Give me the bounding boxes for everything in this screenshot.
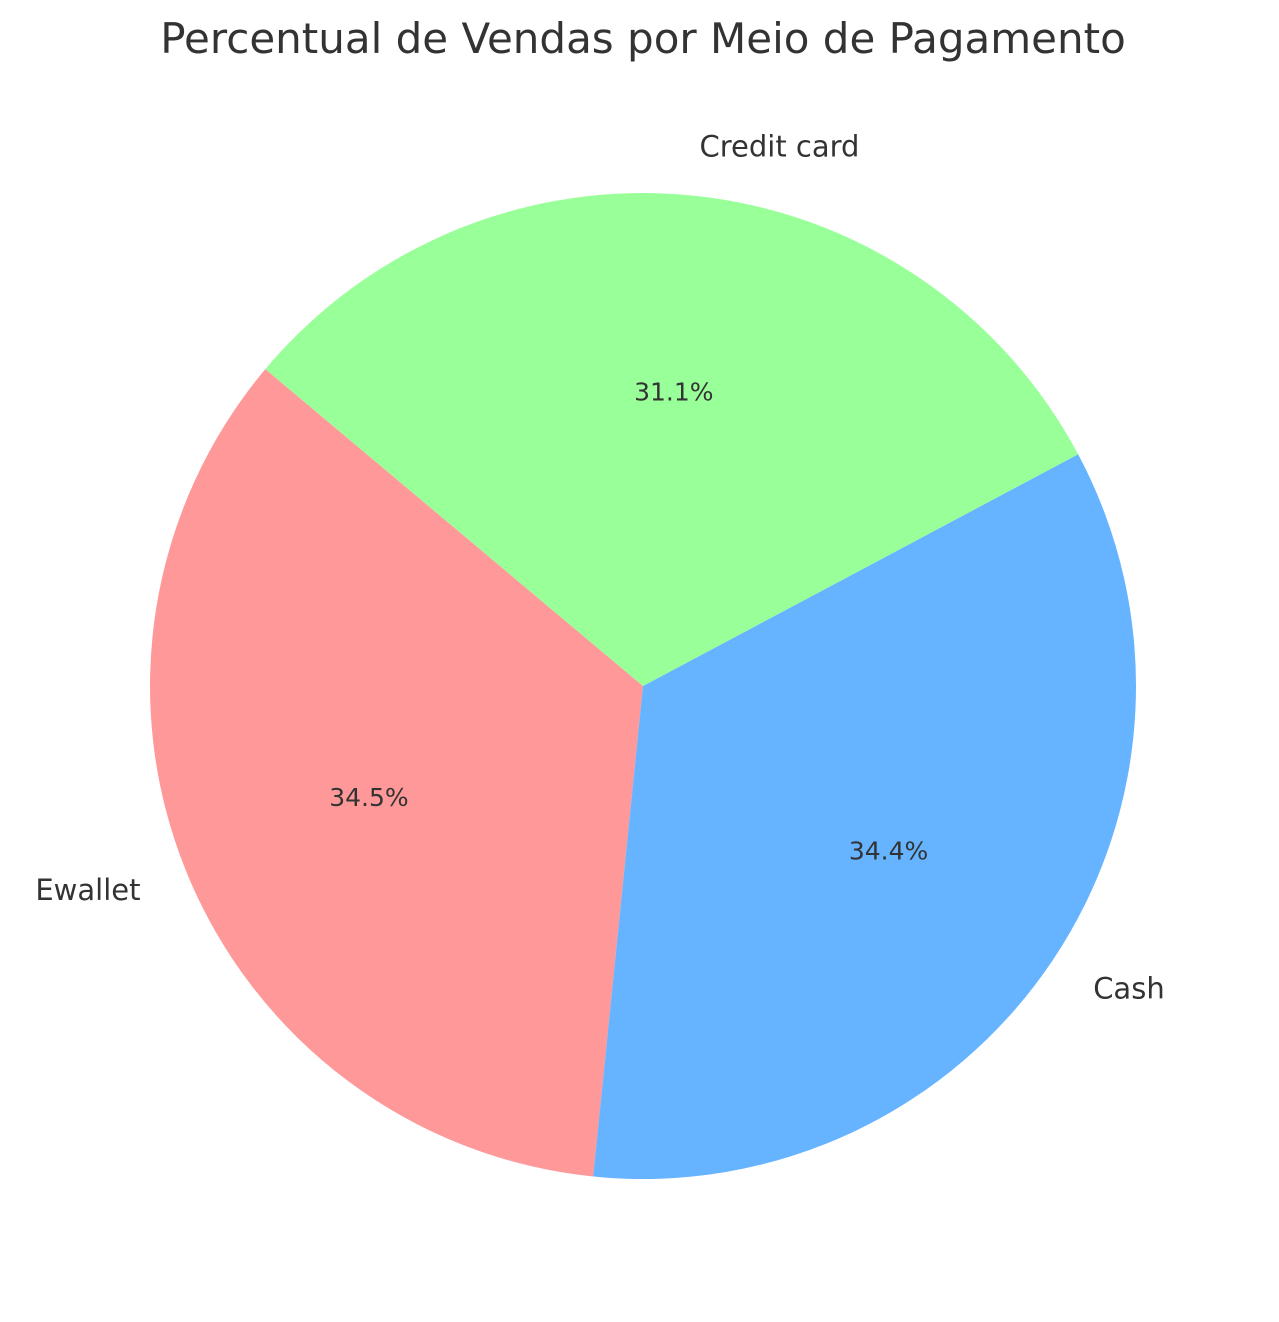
slice-label-credit-card: Credit card — [700, 130, 860, 164]
pct-label-credit-card: 31.1% — [634, 377, 713, 406]
slice-label-ewallet: Ewallet — [35, 873, 140, 907]
pie-slices — [150, 193, 1136, 1179]
pct-label-cash: 34.4% — [849, 836, 928, 865]
chart-title: Percentual de Vendas por Meio de Pagamen… — [160, 14, 1126, 63]
slice-label-cash: Cash — [1093, 971, 1165, 1005]
pct-label-ewallet: 34.5% — [329, 783, 408, 812]
